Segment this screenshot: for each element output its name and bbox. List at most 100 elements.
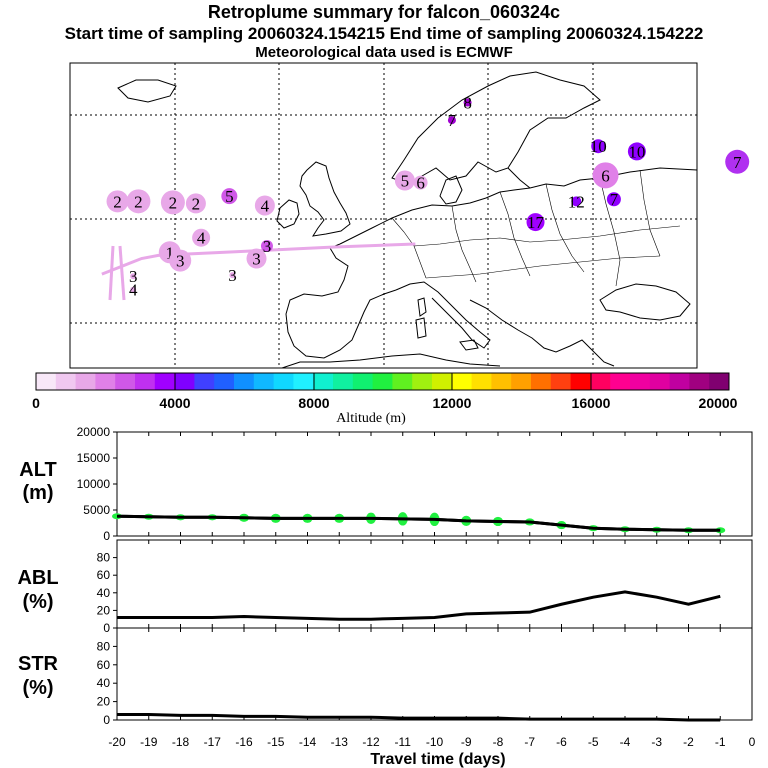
svg-text:(m): (m): [22, 482, 53, 504]
cluster-label: 3: [228, 266, 237, 285]
colorbar-swatch: [709, 373, 730, 390]
colorbar-swatch: [95, 373, 116, 390]
plume-track-branch: [118, 245, 126, 301]
y-tick-label: 15000: [77, 451, 111, 465]
colorbar-swatch: [372, 373, 393, 390]
colorbar-swatch: [352, 373, 374, 390]
y-tick-label: 0: [103, 529, 110, 543]
cluster-label: 2: [169, 193, 178, 212]
cluster-circle: [254, 195, 275, 216]
x-axis-label: Travel time (days): [370, 751, 505, 768]
panel-axes: 0 5000 10000 15000 20000 0 20 40 60 80 0 20 40 60 80 -2…: [77, 425, 756, 749]
cluster-markers: 87101078616561271715141322225441333343: [106, 94, 750, 300]
y-tick-label: 60: [97, 568, 111, 582]
cluster-circle: [229, 272, 236, 279]
cluster-label: 6: [416, 174, 425, 193]
cluster-circle: [591, 139, 606, 154]
x-tick-label: -15: [267, 735, 285, 749]
x-tick-label: -4: [620, 735, 631, 749]
cluster-marker: 10: [627, 142, 646, 161]
x-tick-label: -14: [299, 735, 317, 749]
cluster-marker: 2: [160, 190, 185, 215]
cluster-circle: [571, 196, 582, 207]
cluster-marker: 17: [526, 213, 545, 232]
cluster-marker: 4: [129, 281, 138, 300]
plume-track-line: [101, 242, 416, 276]
cluster-label: 3: [176, 252, 185, 271]
colorbar-tick-label: 8000: [298, 395, 329, 411]
y-tick-label: 80: [97, 551, 111, 565]
cluster-label: 10: [628, 142, 645, 161]
colorbar-swatch: [154, 373, 176, 390]
colorbar-tick-label: 0: [32, 395, 40, 411]
plot-title: Retroplume summary for falcon_060324c: [207, 2, 561, 22]
colorbar-swatch: [253, 373, 275, 390]
panel-frame: [116, 627, 753, 721]
retroplume-map: 87101078616561271715141322225441333343: [69, 62, 750, 369]
y-tick-label: 10000: [77, 477, 111, 491]
colorbar-swatch: [234, 373, 255, 390]
cluster-marker: 12: [568, 192, 585, 211]
colorbar-swatch: [392, 373, 413, 390]
colorbar-swatch: [432, 373, 453, 390]
cluster-marker: 4: [192, 228, 211, 248]
cluster-label: 6: [601, 166, 610, 185]
colorbar-swatch: [689, 373, 710, 390]
cluster-circle: [260, 240, 273, 253]
x-tick-label: -5: [588, 735, 599, 749]
x-tick-label: -9: [461, 735, 472, 749]
colorbar-swatch: [273, 373, 294, 390]
plume-track-branch: [108, 245, 115, 301]
colorbar-swatch: [135, 373, 156, 390]
colorbar-swatch: [669, 373, 690, 390]
cluster-label: 1: [166, 243, 175, 262]
y-tick-label: 20: [97, 695, 111, 709]
colorbar-swatch: [471, 373, 492, 390]
cluster-label: 3: [129, 267, 138, 286]
colorbar-swatch: [115, 373, 136, 390]
cluster-label: 4: [261, 196, 270, 215]
cluster-label: 4: [197, 229, 206, 248]
svg-text:ABL: ABL: [17, 567, 58, 589]
colorbar-swatch: [36, 373, 57, 390]
cluster-label: 7: [733, 153, 742, 172]
altitude-colorbar: 0 4000 8000 12000 16000 20000 Altitude (…: [32, 372, 738, 426]
cluster-marker: 3: [228, 266, 237, 285]
cluster-circle: [169, 249, 192, 272]
cluster-label: 2: [113, 192, 122, 211]
cluster-circle: [130, 286, 137, 293]
alt-panel-label: ALT (m): [19, 459, 56, 504]
y-tick-label: 0: [103, 621, 110, 635]
cluster-marker: 2: [126, 189, 151, 214]
y-tick-label: 5000: [83, 503, 110, 517]
cluster-circle: [221, 188, 238, 205]
series-line: [117, 590, 721, 621]
cluster-marker: 10: [590, 137, 607, 156]
cluster-circle: [627, 142, 646, 161]
colorbar-frame: [35, 372, 730, 391]
cluster-circle: [447, 116, 456, 125]
cluster-marker: 3: [260, 237, 273, 256]
cluster-marker: 5: [394, 170, 415, 191]
colorbar-swatch: [293, 373, 314, 390]
x-tick-label: -6: [556, 735, 567, 749]
cluster-circle: [185, 193, 206, 214]
colorbar-tick-label: 12000: [433, 395, 472, 411]
x-tick-label: 0: [749, 735, 756, 749]
cluster-label: 5: [225, 187, 234, 206]
cluster-marker: 3: [129, 267, 138, 286]
cluster-circle: [126, 189, 151, 214]
x-tick-label: -17: [204, 735, 222, 749]
colorbar-swatch: [491, 373, 512, 390]
colorbar-swatch: [531, 373, 552, 390]
series-line: [116, 514, 721, 532]
colorbar-swatch: [630, 373, 651, 390]
cluster-marker: 2: [185, 193, 206, 214]
cluster-circle: [246, 248, 267, 269]
svg-text:(%): (%): [22, 677, 53, 699]
cluster-label: 7: [610, 190, 619, 209]
cluster-label: 12: [568, 192, 585, 211]
abl-panel-label: ABL (%): [17, 567, 58, 613]
map-gridlines: [70, 63, 697, 368]
